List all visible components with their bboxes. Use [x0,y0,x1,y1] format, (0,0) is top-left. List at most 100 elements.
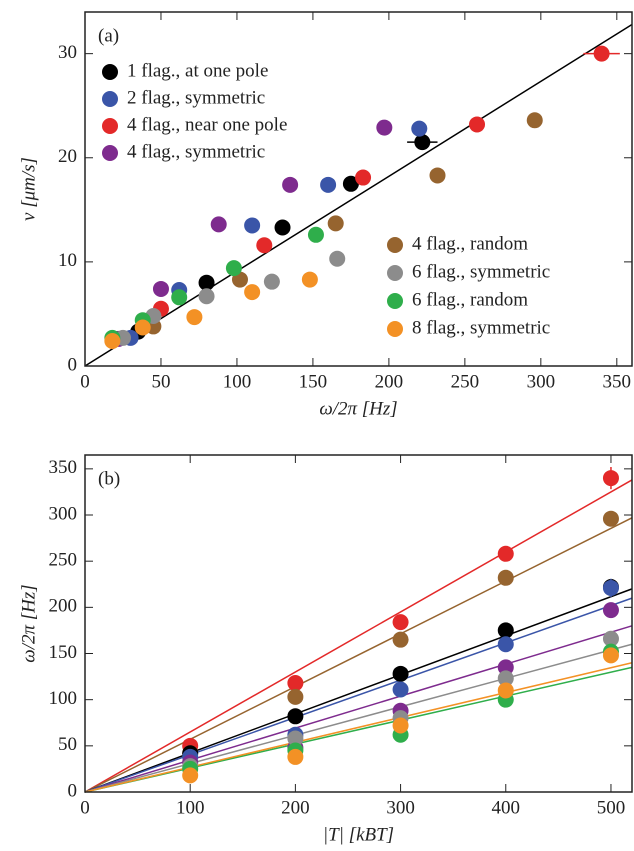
y-tick-label: 0 [68,354,78,375]
legend-label: 4 flag., near one pole [127,114,287,135]
fit-line [84,479,633,793]
point [497,682,514,699]
point [355,169,372,186]
y-tick-label: 20 [58,146,77,167]
legend-marker [387,293,403,309]
point [602,579,619,596]
point [342,175,359,192]
fit-line [84,643,633,793]
point [429,167,446,184]
x-tick-label: 350 [603,371,632,392]
x-tick-label: 200 [281,797,310,818]
point [526,112,543,129]
y-axis-label: v [μm/s] [18,157,39,221]
point [411,120,428,137]
point [182,767,199,784]
point [244,284,261,301]
y-tick-label: 350 [49,457,78,478]
x-axis-label: ω/2π [Hz] [319,398,397,419]
point [171,289,188,306]
fit-line [84,23,633,367]
x-tick-label: 500 [597,797,626,818]
x-tick-label: 100 [176,797,205,818]
point [225,260,242,277]
point [327,215,344,232]
y-tick-label: 0 [68,780,78,801]
point [152,280,169,297]
point [376,119,393,136]
legend-label: 6 flag., random [412,289,528,310]
point [274,219,291,236]
point [287,708,304,725]
y-tick-label: 300 [49,503,78,524]
point [134,319,151,336]
fit-line [84,625,633,793]
legend-label: 1 flag., at one pole [127,60,268,81]
point [602,647,619,664]
point [210,216,227,233]
legend-marker [387,237,403,253]
legend-label: 4 flag., random [412,233,528,254]
x-tick-label: 0 [80,371,90,392]
point [198,288,215,305]
plot-frame [84,11,633,367]
legend-marker [102,64,118,80]
point [602,602,619,619]
panel-label: (b) [98,468,120,489]
legend-marker [387,265,403,281]
plot-frame [84,454,633,793]
point [497,622,514,639]
x-tick-label: 250 [451,371,480,392]
point [392,665,409,682]
point [414,134,431,151]
point [329,250,346,267]
point [198,274,215,291]
point [287,675,304,692]
x-tick-label: 150 [299,371,328,392]
point [320,176,337,193]
point [244,217,261,234]
point [282,176,299,193]
point [602,630,619,647]
point [602,510,619,527]
x-tick-label: 200 [375,371,404,392]
point [497,569,514,586]
panel-label: (a) [98,25,119,46]
point [287,748,304,765]
point [497,659,514,676]
legend-label: 8 flag., symmetric [412,317,550,338]
fit-line [84,517,633,793]
point [263,273,280,290]
y-tick-label: 250 [49,550,78,571]
point [287,730,304,747]
y-tick-label: 200 [49,596,78,617]
point [256,237,273,254]
legend-marker [102,118,118,134]
point [104,333,121,350]
point [602,470,619,487]
legend-label: 2 flag., symmetric [127,87,265,108]
x-axis-label: |T| [kBT] [323,824,394,845]
fit-line [84,662,633,793]
x-tick-label: 100 [223,371,252,392]
x-tick-label: 0 [80,797,90,818]
legend-marker [102,145,118,161]
x-tick-label: 50 [151,371,170,392]
point [497,670,514,687]
legend-marker [102,91,118,107]
fit-line [84,597,633,793]
x-tick-label: 300 [386,797,415,818]
point [497,545,514,562]
point [301,271,318,288]
legend-label: 6 flag., symmetric [412,261,550,282]
x-tick-label: 400 [492,797,521,818]
point [497,636,514,653]
y-tick-label: 150 [49,642,78,663]
y-tick-label: 30 [58,42,77,63]
point [287,688,304,705]
y-tick-label: 50 [58,734,77,755]
point [392,717,409,734]
point [392,614,409,631]
